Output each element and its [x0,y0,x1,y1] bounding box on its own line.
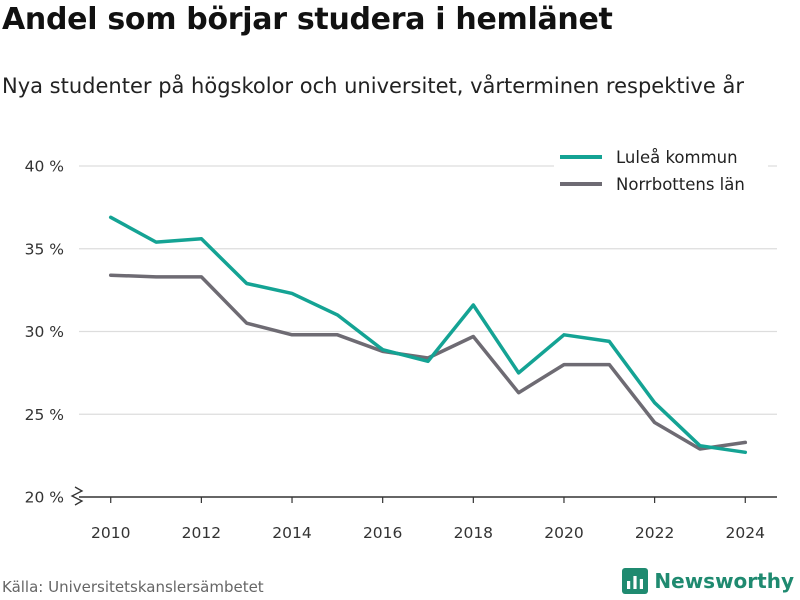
legend-label: Norrbottens län [616,175,745,194]
newsworthy-logo-icon [622,568,649,594]
series-line-2 [108,273,748,451]
x-tick-label: 2022 [635,524,674,542]
x-tick-label: 2018 [454,524,493,542]
series-line-1 [108,215,748,455]
axes: 20 % 25 % 30 % 35 % 40 % 2010 2012 2014 2016 2018… [25,158,777,542]
chart-title: Andel som börjar studera i hemlänet [2,2,613,37]
y-tick-label: 40 % [25,158,64,176]
legend-label: Luleå kommun [616,148,738,167]
legend: Luleå kommun Norrbottens län [554,144,768,197]
source-note: Källa: Universitetskanslersämbetet [2,578,264,596]
x-tick-label: 2016 [363,524,402,542]
gridlines [79,165,777,415]
series-lines [108,215,748,455]
brand-logo: Newsworthy [622,568,794,594]
x-tick-label: 2024 [726,524,765,542]
x-tick-label: 2014 [272,524,311,542]
chart-subtitle: Nya studenter på högskolor och universit… [2,74,744,98]
y-tick-label: 35 % [25,240,64,258]
x-tick-label: 2010 [91,524,130,542]
x-tick-label: 2012 [182,524,221,542]
y-tick-label: 30 % [25,323,64,341]
x-tick-label: 2020 [544,524,583,542]
y-tick-label: 20 % [25,489,64,507]
brand-name: Newsworthy [654,569,794,593]
axis-break-icon [70,486,84,506]
y-tick-label: 25 % [25,406,64,424]
